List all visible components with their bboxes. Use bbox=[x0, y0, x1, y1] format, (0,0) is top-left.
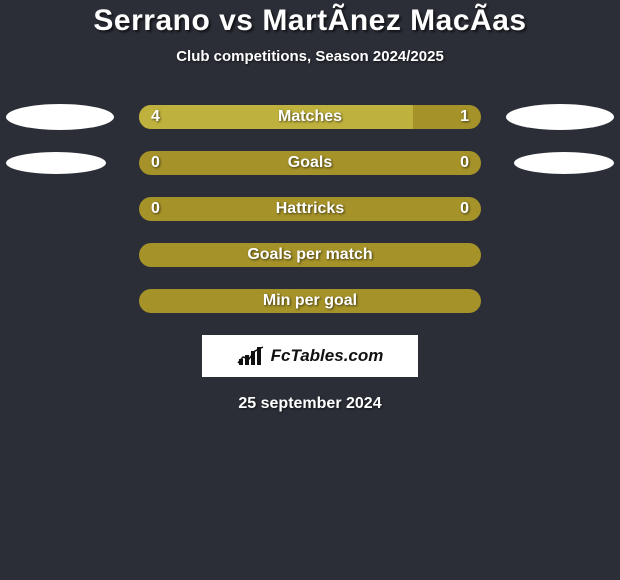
stat-left-value: 0 bbox=[151, 154, 160, 172]
page-subtitle: Club competitions, Season 2024/2025 bbox=[0, 48, 620, 65]
player-ellipse-right bbox=[506, 104, 614, 130]
brand-box: FcTables.com bbox=[202, 335, 418, 377]
stat-left-value: 4 bbox=[151, 108, 160, 126]
comparison-rows: Matches 4 1 Goals 0 0 Hattricks 0 0 Goals per mat… bbox=[0, 105, 620, 313]
comparison-infographic: Serrano vs MartÃ­nez MacÃ­as Club compet… bbox=[0, 0, 620, 580]
stat-label: Matches bbox=[278, 108, 342, 126]
stat-label: Goals per match bbox=[247, 246, 372, 264]
stat-bar: Goals per match bbox=[139, 243, 481, 267]
stat-right-value: 0 bbox=[460, 154, 469, 172]
player-ellipse-left bbox=[6, 152, 106, 174]
stat-right-value: 1 bbox=[460, 108, 469, 126]
stat-right-value: 0 bbox=[460, 200, 469, 218]
stat-label: Min per goal bbox=[263, 292, 357, 310]
footer-date: 25 september 2024 bbox=[0, 395, 620, 413]
stat-bar: Goals 0 0 bbox=[139, 151, 481, 175]
stat-row: Goals per match bbox=[0, 243, 620, 267]
bar-chart-icon bbox=[237, 345, 265, 367]
stat-bar: Hattricks 0 0 bbox=[139, 197, 481, 221]
page-title: Serrano vs MartÃ­nez MacÃ­as bbox=[0, 4, 620, 38]
brand-text: FcTables.com bbox=[271, 346, 384, 366]
stat-label: Goals bbox=[288, 154, 332, 172]
stat-row: Min per goal bbox=[0, 289, 620, 313]
stat-bar-fill bbox=[139, 105, 413, 129]
stat-row: Matches 4 1 bbox=[0, 105, 620, 129]
stat-left-value: 0 bbox=[151, 200, 160, 218]
player-ellipse-left bbox=[6, 104, 114, 130]
stat-bar: Min per goal bbox=[139, 289, 481, 313]
stat-bar: Matches 4 1 bbox=[139, 105, 481, 129]
player-ellipse-right bbox=[514, 152, 614, 174]
stat-row: Hattricks 0 0 bbox=[0, 197, 620, 221]
stat-row: Goals 0 0 bbox=[0, 151, 620, 175]
stat-label: Hattricks bbox=[276, 200, 344, 218]
